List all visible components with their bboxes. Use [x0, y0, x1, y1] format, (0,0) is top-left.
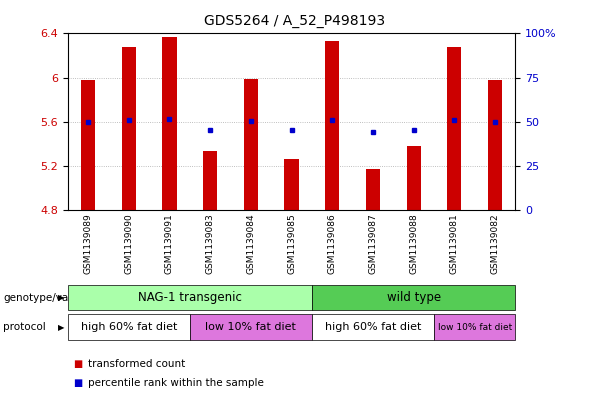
Bar	[81, 80, 95, 210]
Bar	[163, 37, 177, 210]
Text: NAG-1 transgenic: NAG-1 transgenic	[138, 291, 241, 304]
Bar	[122, 47, 136, 210]
Bar	[447, 47, 461, 210]
Text: high 60% fat diet: high 60% fat diet	[81, 322, 177, 332]
Text: GDS5264 / A_52_P498193: GDS5264 / A_52_P498193	[204, 14, 385, 28]
Bar	[325, 41, 339, 210]
Bar	[488, 80, 502, 210]
Bar	[406, 146, 421, 210]
Text: ■: ■	[74, 378, 83, 388]
Text: low 10% fat diet: low 10% fat diet	[206, 322, 296, 332]
Bar	[203, 151, 217, 210]
Bar	[284, 160, 299, 210]
Text: transformed count: transformed count	[88, 358, 186, 369]
Text: ▶: ▶	[58, 323, 65, 332]
Text: percentile rank within the sample: percentile rank within the sample	[88, 378, 264, 388]
Text: genotype/variation: genotype/variation	[3, 293, 102, 303]
Bar	[244, 79, 258, 210]
Bar	[366, 169, 380, 210]
Text: protocol: protocol	[3, 322, 46, 332]
Text: ▶: ▶	[58, 293, 65, 302]
Text: high 60% fat diet: high 60% fat diet	[325, 322, 421, 332]
Text: ■: ■	[74, 358, 83, 369]
Text: wild type: wild type	[386, 291, 441, 304]
Text: low 10% fat diet: low 10% fat diet	[438, 323, 512, 332]
